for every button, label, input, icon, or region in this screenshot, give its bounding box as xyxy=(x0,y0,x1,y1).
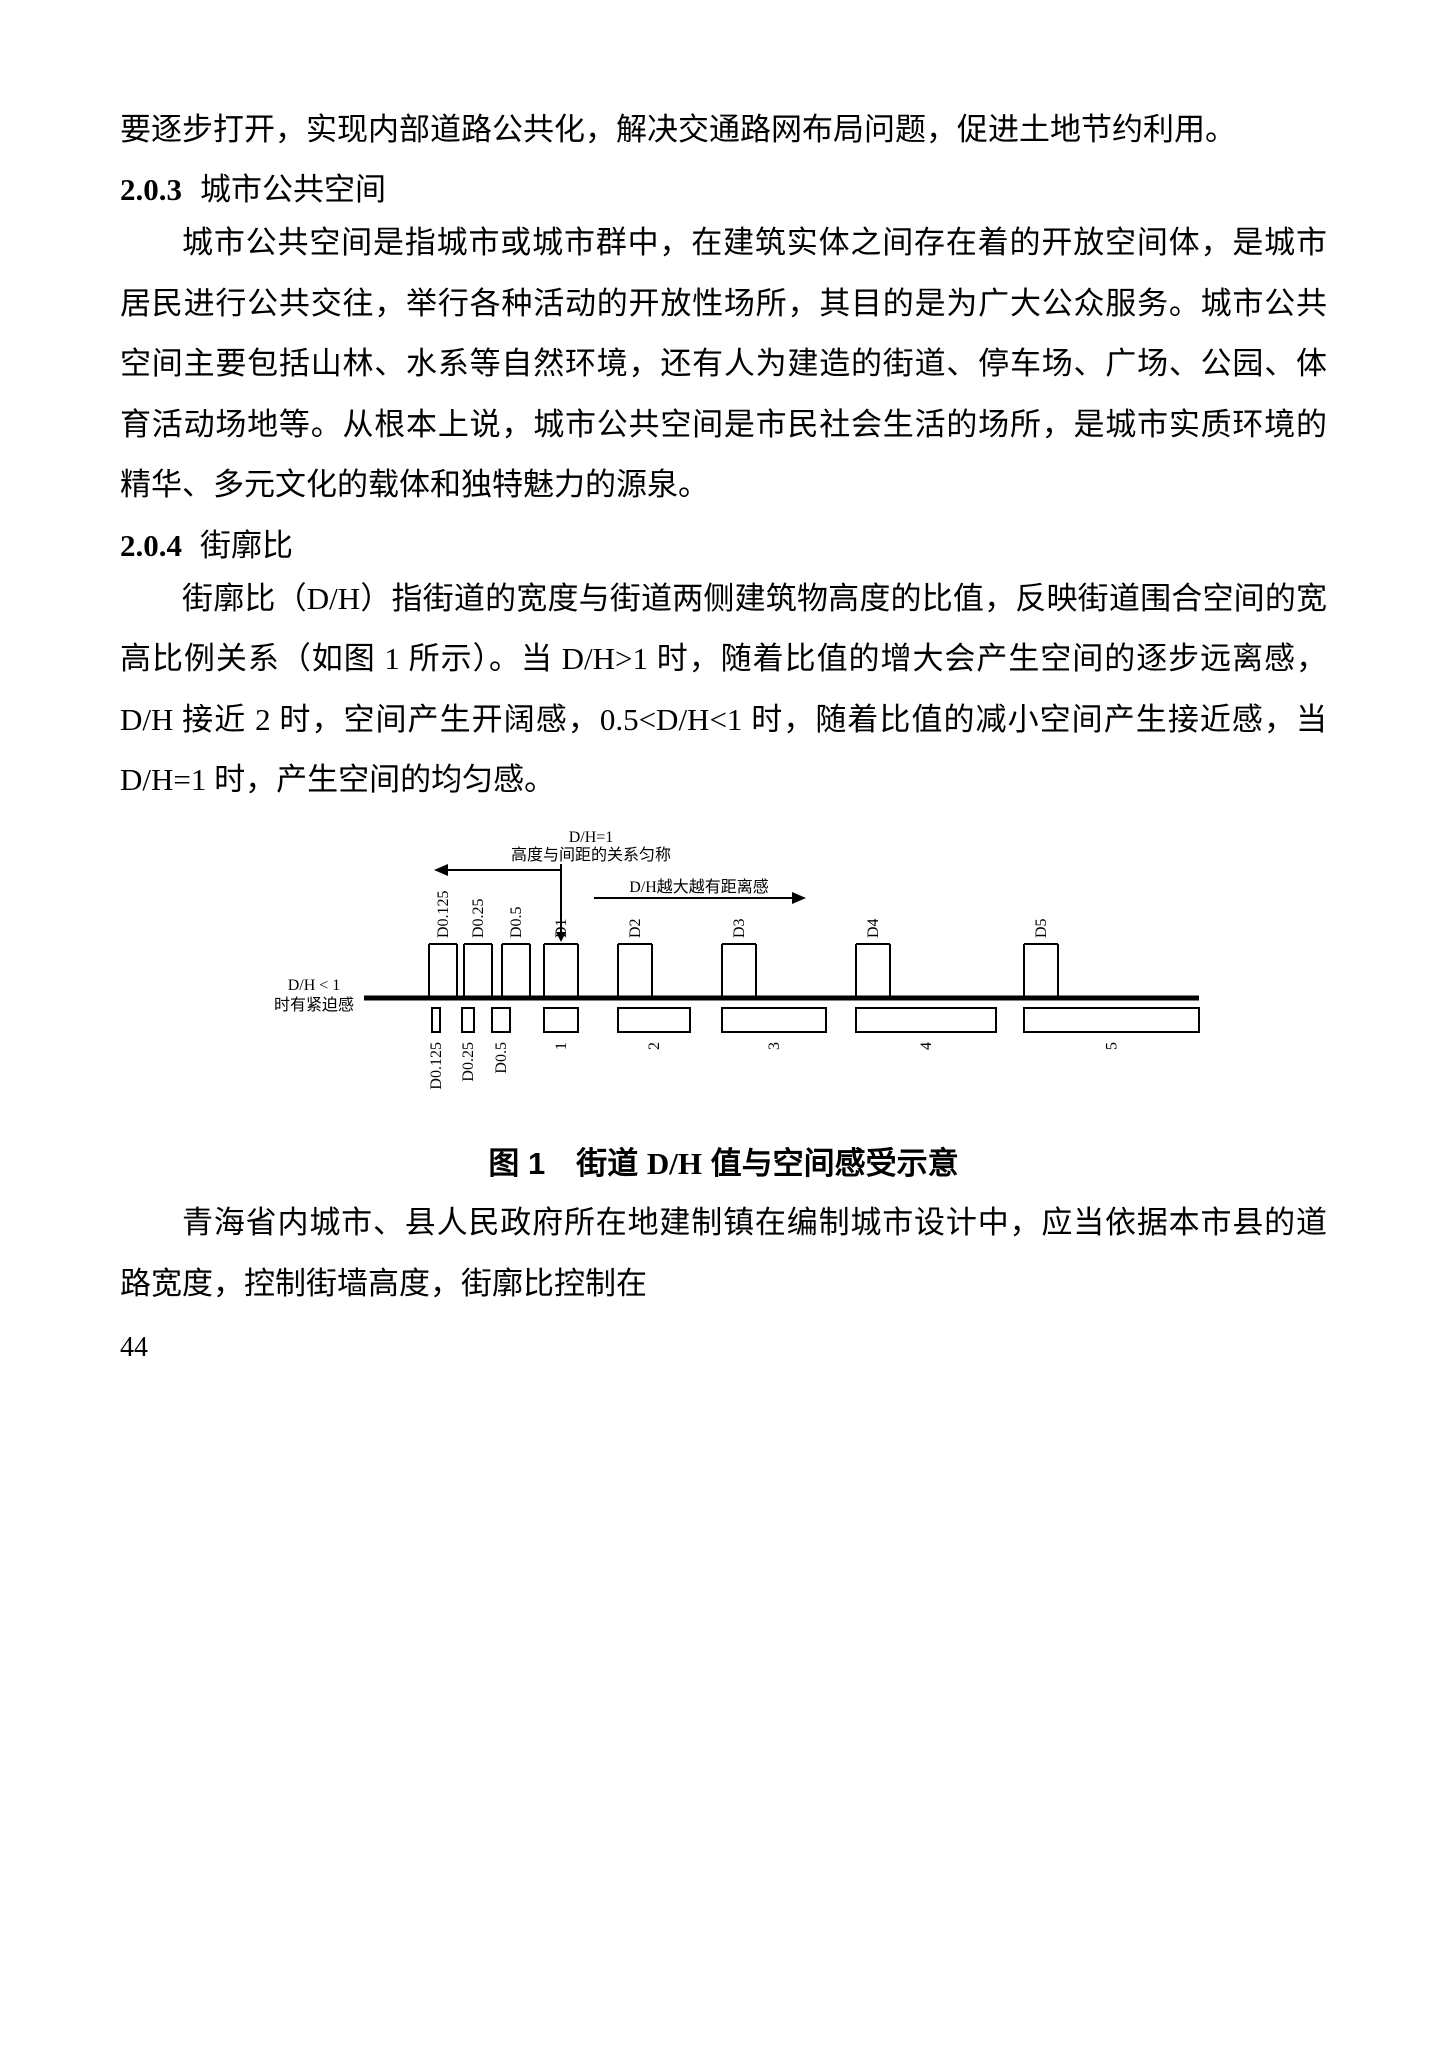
svg-text:D3: D3 xyxy=(731,919,748,939)
figure-1-caption: 图 1 街道 D/H 值与空间感受示意 xyxy=(120,1138,1327,1183)
svg-text:D0.25: D0.25 xyxy=(470,899,487,939)
p3-t5: 接近 xyxy=(173,702,255,737)
svg-text:4: 4 xyxy=(918,1042,935,1050)
svg-text:1: 1 xyxy=(553,1042,570,1050)
p3-fig1: 1 xyxy=(376,641,409,676)
section-2-0-3-heading: 2.0.3 城市公共空间 xyxy=(120,164,1327,209)
p3-c2: D/H xyxy=(120,702,173,737)
section-2-0-4-heading: 2.0.4 街廓比 xyxy=(120,520,1327,565)
section-num-2-0-4: 2.0.4 xyxy=(120,528,182,563)
p3-t8: 时，产生空间的均匀感。 xyxy=(206,762,555,797)
page-number: 44 xyxy=(120,1332,1327,1364)
fig-cap-pre: 图 1 街道 xyxy=(488,1146,646,1181)
svg-text:D/H < 1: D/H < 1 xyxy=(287,977,340,994)
svg-text:时有紧迫感: 时有紧迫感 xyxy=(273,996,353,1014)
p3-c4: D/H=1 xyxy=(120,762,206,797)
svg-text:D0.25: D0.25 xyxy=(460,1042,477,1082)
svg-text:D4: D4 xyxy=(865,919,882,939)
svg-text:D0.5: D0.5 xyxy=(493,1042,510,1074)
p3-t6: 时，空间产生开阔感， xyxy=(271,702,600,737)
svg-text:D0.125: D0.125 xyxy=(428,1042,445,1090)
section-title-2-0-4: 街廓比 xyxy=(200,528,293,563)
fig-cap-dh: D/H xyxy=(647,1146,702,1181)
p3-dh: D/H xyxy=(307,581,360,616)
svg-text:高度与间距的关系匀称: 高度与间距的关系匀称 xyxy=(510,846,670,864)
svg-text:5: 5 xyxy=(1103,1042,1120,1050)
page: 要逐步打开，实现内部道路公共化，解决交通路网布局问题，促进土地节约利用。 2.0… xyxy=(0,0,1447,1424)
p3-t7: 时，随着比值的减小空间产生接近感，当 xyxy=(742,702,1327,737)
svg-text:3: 3 xyxy=(766,1042,783,1050)
p3-c3: 0.5<D/H<1 xyxy=(600,702,743,737)
svg-text:D/H越大越有距离感: D/H越大越有距离感 xyxy=(629,878,769,896)
svg-text:2: 2 xyxy=(646,1042,663,1050)
svg-text:D2: D2 xyxy=(627,919,644,939)
svg-text:D0.125: D0.125 xyxy=(435,891,452,939)
svg-text:D/H=1: D/H=1 xyxy=(568,829,613,846)
p3-t4: 时，随着比值的增大会产生空间的逐步远离感， xyxy=(648,641,1327,676)
section-title-2-0-3: 城市公共空间 xyxy=(200,172,386,207)
svg-text:D0.5: D0.5 xyxy=(508,907,525,939)
figure-1-diagram: D/H=1高度与间距的关系匀称 D/H越大越有距离感 D/H < 1 时有紧迫感 D0.… xyxy=(244,828,1204,1128)
svg-text:D5: D5 xyxy=(1033,919,1050,939)
paragraph-3: 街廓比（D/H）指街道的宽度与街道两侧建筑物高度的比值，反映街道围合空间的宽高比… xyxy=(120,569,1327,811)
paragraph-1: 要逐步打开，实现内部道路公共化，解决交通路网布局问题，促进土地节约利用。 xyxy=(120,100,1327,160)
paragraph-2: 城市公共空间是指城市或城市群中，在建筑实体之间存在着的开放空间体，是城市居民进行… xyxy=(120,213,1327,515)
p3-c1: D/H>1 xyxy=(562,641,648,676)
section-num-2-0-3: 2.0.3 xyxy=(120,172,182,207)
svg-text:D1: D1 xyxy=(553,919,570,939)
p3-t3: 所示）。当 xyxy=(409,641,562,676)
paragraph-4: 青海省内城市、县人民政府所在地建制镇在编制城市设计中，应当依据本市县的道路宽度，… xyxy=(120,1193,1327,1314)
p3-t1: 街廓比（ xyxy=(182,581,307,616)
p3-two: 2 xyxy=(255,702,271,737)
fig-cap-aft: 值与空间感受示意 xyxy=(702,1146,959,1181)
